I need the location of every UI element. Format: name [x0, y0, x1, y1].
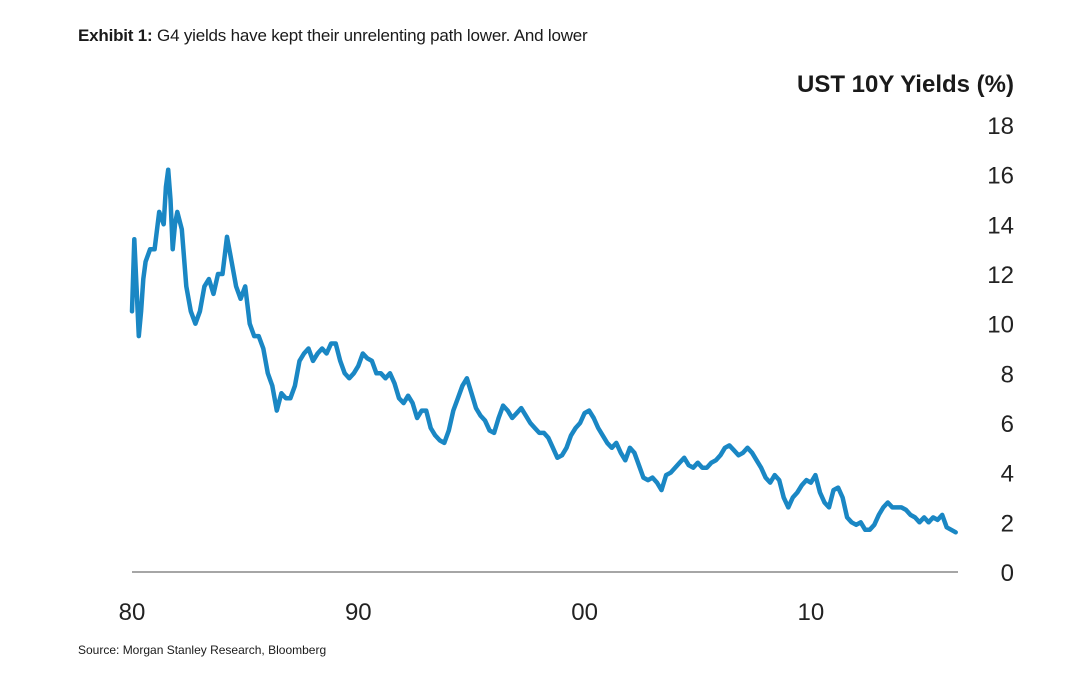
- source-note: Source: Morgan Stanley Research, Bloombe…: [78, 643, 327, 657]
- chart-title: UST 10Y Yields (%): [797, 71, 1014, 98]
- x-tick-label: 00: [571, 599, 598, 626]
- y-tick-label: 4: [1001, 461, 1014, 488]
- y-tick-label: 16: [987, 163, 1014, 190]
- x-axis-ticks: 80 90 00 10: [119, 599, 825, 626]
- y-tick-label: 0: [1001, 560, 1014, 587]
- y-tick-label: 2: [1001, 510, 1014, 537]
- yield-series-line: [129, 167, 958, 535]
- y-tick-label: 8: [1001, 361, 1014, 388]
- x-tick-label: 90: [345, 599, 372, 626]
- y-tick-label: 18: [987, 113, 1014, 140]
- x-tick-label: 80: [119, 599, 146, 626]
- y-tick-label: 10: [987, 312, 1014, 339]
- y-tick-label: 14: [987, 212, 1014, 239]
- x-tick-label: 10: [798, 599, 825, 626]
- y-tick-label: 12: [987, 262, 1014, 289]
- exhibit-title-text: G4 yields have kept their unrelenting pa…: [157, 26, 588, 45]
- y-tick-label: 6: [1001, 411, 1014, 438]
- y-axis-ticks: 0 2 4 6 8 10 12 14 16 18: [987, 113, 1014, 587]
- exhibit-label: Exhibit 1:: [78, 26, 153, 45]
- exhibit-title: Exhibit 1: G4 yields have kept their unr…: [78, 26, 588, 46]
